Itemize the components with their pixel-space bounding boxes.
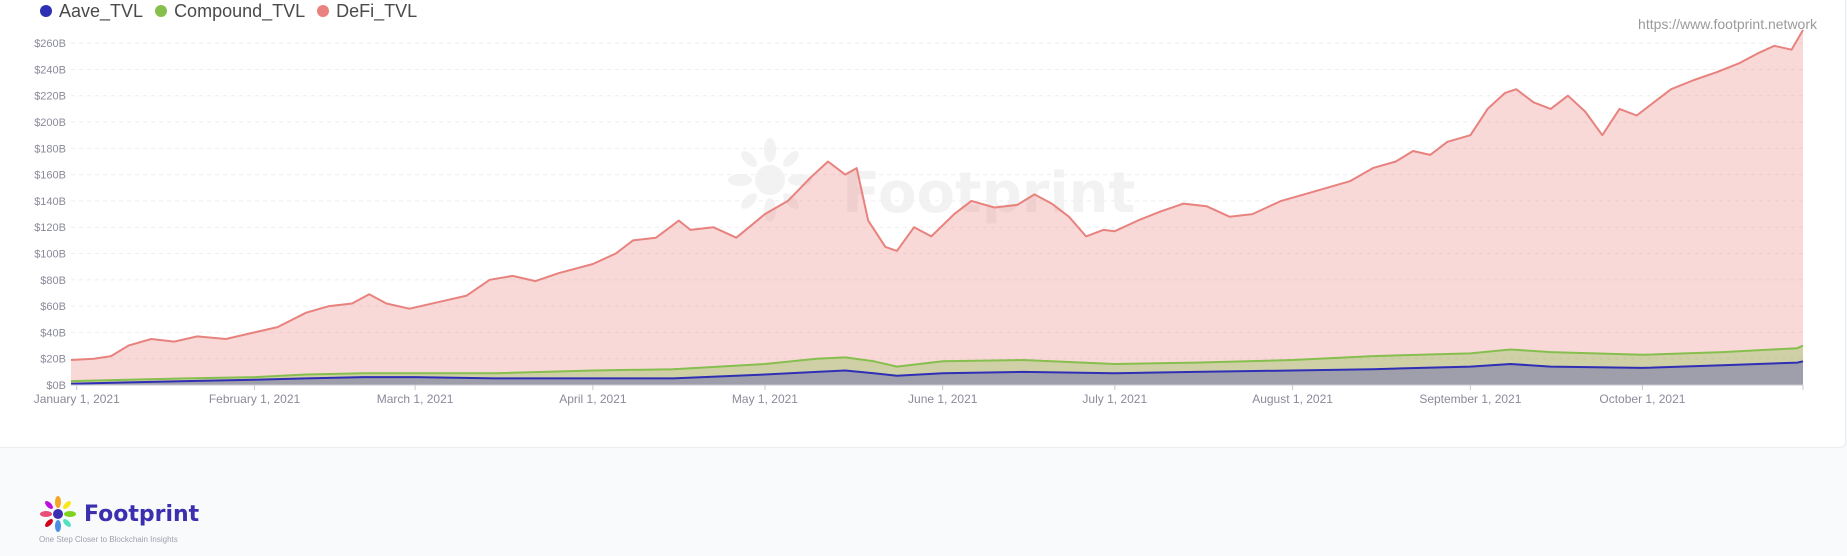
line-aave-tvl[interactable]: [70, 360, 1804, 385]
watermark-url: https://www.footprint.network: [1638, 16, 1817, 32]
line-defi-tvl[interactable]: [70, 29, 1804, 361]
x-tick-label: July 1, 2021: [1082, 392, 1147, 406]
y-tick-label: $160B: [34, 170, 66, 182]
y-tick-label: $40B: [40, 327, 66, 339]
legend-dot-aave: [40, 5, 52, 17]
y-tick-label: $220B: [34, 91, 66, 103]
x-tick-label: August 1, 2021: [1252, 392, 1333, 406]
chart-grid: [71, 42, 1803, 360]
footer-logo[interactable]: Footprint: [38, 494, 199, 534]
legend-item-aave[interactable]: Aave_TVL: [40, 1, 143, 22]
x-tick-label: October 1, 2021: [1599, 392, 1685, 406]
legend-label-aave: Aave_TVL: [59, 0, 144, 21]
area-chart: Footprint $0B$20B$40B$60B$80B$100B$120B$…: [34, 29, 1804, 406]
x-tick-label: May 1, 2021: [732, 392, 798, 406]
y-tick-label: $200B: [34, 117, 66, 129]
area-compound-tvl: [71, 345, 1803, 385]
y-axis: $0B $20B $40B $60B $80B $100B $120B $140B $160B $…: [34, 38, 66, 392]
y-tick-label: $0B: [46, 380, 66, 392]
legend-label-compound: Compound_TVL: [174, 0, 306, 21]
chart-card: Aave_TVL Compound_TVL DeFi_TVL https://w…: [0, 0, 1846, 448]
area-defi-tvl: [71, 30, 1803, 385]
legend-item-defi[interactable]: DeFi_TVL: [317, 1, 417, 22]
chart-lines: [70, 29, 1804, 385]
legend-label-defi: DeFi_TVL: [336, 0, 418, 21]
y-tick-label: $100B: [34, 249, 66, 261]
y-tick-label: $80B: [40, 275, 66, 287]
legend-item-compound[interactable]: Compound_TVL: [155, 1, 305, 22]
y-tick-label: $120B: [34, 222, 66, 234]
x-tick-label: April 1, 2021: [559, 392, 627, 406]
x-tick-label: February 1, 2021: [209, 392, 301, 406]
x-tick-label: June 1, 2021: [908, 392, 978, 406]
footprint-watermark: Footprint: [728, 138, 1135, 226]
y-tick-label: $20B: [40, 354, 66, 366]
legend-dot-compound: [155, 5, 168, 17]
y-tick-label: $260B: [34, 38, 66, 50]
x-tick-label: January 1, 2021: [34, 392, 120, 406]
chart-legend: Aave_TVL Compound_TVL DeFi_TVL: [40, 0, 417, 22]
footer-tagline: One Step Closer to Blockchain Insights: [39, 535, 178, 544]
y-tick-label: $240B: [34, 64, 66, 76]
y-tick-label: $60B: [40, 301, 66, 313]
x-tick-label: March 1, 2021: [377, 392, 454, 406]
x-axis: January 1, 2021 February 1, 2021 March 1, …: [34, 384, 1804, 406]
footprint-watermark-text: Footprint: [842, 161, 1135, 226]
footprint-logo-icon: [40, 496, 76, 532]
y-tick-label: $140B: [34, 196, 66, 208]
y-tick-label: $180B: [34, 143, 66, 155]
footprint-watermark-logo-icon: [728, 138, 812, 222]
line-compound-tvl[interactable]: [70, 344, 1804, 383]
footer-brand-name: Footprint: [84, 501, 200, 527]
legend-dot-defi: [317, 5, 330, 17]
x-tick-label: September 1, 2021: [1419, 392, 1521, 406]
